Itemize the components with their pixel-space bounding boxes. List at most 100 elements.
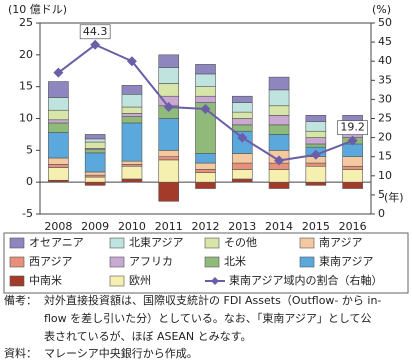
bar-segment xyxy=(84,138,106,143)
bar-segment xyxy=(158,83,180,97)
bar-segment xyxy=(195,169,216,173)
bar-segment xyxy=(305,137,327,145)
bar-segment xyxy=(121,94,143,108)
bar-segment xyxy=(48,81,69,98)
bar-segment xyxy=(48,132,69,159)
bar-segment xyxy=(305,143,327,148)
bar-segment xyxy=(84,134,106,140)
y2-tick-label: 40 xyxy=(378,54,392,67)
x-unit: (年) xyxy=(384,190,404,204)
legend-label: その他 xyxy=(224,236,257,249)
bar-segment xyxy=(158,54,180,68)
bar-segment xyxy=(121,165,143,180)
bar-segment xyxy=(342,165,363,170)
bar-segment xyxy=(195,95,216,103)
legend-label: アフリカ xyxy=(129,255,173,268)
bar-segment xyxy=(268,89,290,107)
bar-segment xyxy=(84,176,106,183)
bar-segment xyxy=(121,113,143,117)
y2-tick-label: 45 xyxy=(378,35,392,48)
y2-tick-label: 20 xyxy=(378,131,392,144)
bar-segment xyxy=(268,134,290,151)
legend-marker xyxy=(211,277,219,285)
bar-segment xyxy=(231,95,253,103)
bar-segment xyxy=(121,160,143,165)
bar-segment xyxy=(121,178,143,183)
y2-tick-label: 5 xyxy=(378,188,385,201)
source-label: 資料： xyxy=(4,346,37,360)
line-marker xyxy=(163,102,174,113)
line-marker xyxy=(90,39,101,50)
y-unit: (10 億ドル) xyxy=(8,3,67,16)
bar-segment xyxy=(121,106,143,114)
x-tick-label: 2011 xyxy=(155,220,183,233)
bar-segment xyxy=(268,169,290,183)
legend-label: 北東アジア xyxy=(129,236,184,249)
bar-segment xyxy=(195,172,216,183)
y-tick-label: 25 xyxy=(19,16,33,29)
notes-line: 対外直接投資額は、国際収支統計の FDI Assets（Outflow- から … xyxy=(44,293,381,307)
y2-tick-label: 15 xyxy=(378,150,392,163)
line-marker xyxy=(237,132,248,143)
bar-segment xyxy=(84,141,106,149)
bar-segment xyxy=(231,124,253,132)
line-marker xyxy=(53,67,64,78)
bar-segment xyxy=(84,181,106,186)
bar-segment xyxy=(195,153,216,164)
bar-segment xyxy=(84,149,106,154)
bar-segment xyxy=(342,156,363,167)
line-marker xyxy=(310,149,321,160)
value-label-box xyxy=(79,24,111,40)
bar-segment xyxy=(121,122,143,162)
legend-swatch xyxy=(9,256,25,268)
bar-segment xyxy=(305,115,327,122)
bar-segment xyxy=(158,181,180,202)
line-marker xyxy=(274,155,285,166)
x-tick-label: 2014 xyxy=(265,220,293,233)
bar-segment xyxy=(268,105,290,116)
y2-tick-label: 25 xyxy=(378,112,392,125)
legend-swatch xyxy=(109,256,125,268)
value-label: 19.2 xyxy=(340,121,365,134)
value-label: 44.3 xyxy=(83,25,108,38)
y2-tick-label: 35 xyxy=(378,73,392,86)
bar-segment xyxy=(305,165,327,183)
y2-unit: (%) xyxy=(372,3,391,16)
x-tick-label: 2013 xyxy=(228,220,256,233)
value-label-box xyxy=(337,120,368,136)
bar-segment xyxy=(231,102,253,113)
y-tick-label: 15 xyxy=(19,80,33,93)
bar-segment xyxy=(342,143,363,157)
legend-box xyxy=(3,232,409,294)
bar-segment xyxy=(231,118,253,126)
bar-segment xyxy=(342,181,363,189)
bar-segment xyxy=(121,116,143,124)
y2-tick-label: 0 xyxy=(378,207,385,220)
bar-segment xyxy=(48,97,69,111)
y-tick-label: 20 xyxy=(19,48,33,61)
line-marker xyxy=(347,135,358,146)
y-tick-label: -5 xyxy=(22,207,33,220)
bar-segment xyxy=(231,169,253,180)
bar-segment xyxy=(305,181,327,186)
y2-tick-label: 30 xyxy=(378,92,392,105)
legend-swatch xyxy=(109,275,125,287)
bar-segment xyxy=(195,162,216,170)
line-marker xyxy=(200,103,211,114)
bar-segment xyxy=(231,153,253,164)
bar-segment xyxy=(268,76,290,91)
bar-segment xyxy=(305,121,327,132)
bar-segment xyxy=(231,162,253,170)
notes-line: 表されているが、ほぼ ASEAN とみなす。 xyxy=(44,329,252,343)
x-tick-label: 2012 xyxy=(192,220,220,233)
bar-segment xyxy=(48,109,69,121)
legend-swatch xyxy=(299,256,315,268)
bar-segment xyxy=(195,73,216,87)
bar-segment xyxy=(158,159,180,183)
legend-swatch xyxy=(9,275,25,287)
bar-segment xyxy=(158,118,180,151)
bar-segment xyxy=(158,156,180,161)
y-tick-label: 0 xyxy=(26,175,33,188)
legend-label: オセアニア xyxy=(29,236,84,249)
y2-tick-label: 10 xyxy=(378,169,392,182)
